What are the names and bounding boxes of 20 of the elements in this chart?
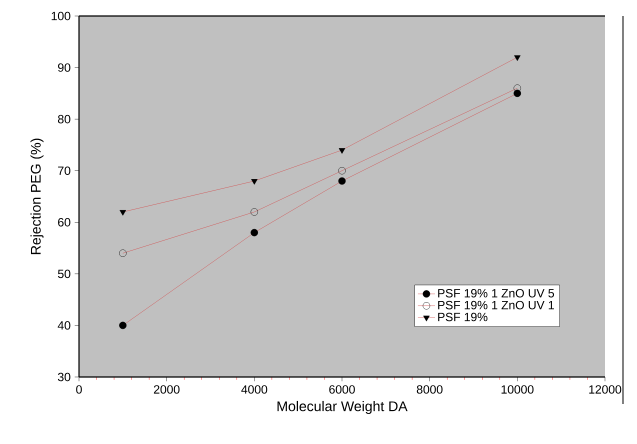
x-tick-label: 0 (76, 385, 82, 394)
x-tick-label: 12000 (589, 385, 622, 394)
x-tick-label: 6000 (329, 385, 355, 394)
legend-label: PSF 19% 1 ZnO UV 1 (438, 300, 554, 310)
x-axis-title: Molecular Weight DA (278, 400, 408, 414)
legend-label: PSF 19% 1 ZnO UV 5 (438, 288, 554, 298)
x-tick-label: 2000 (154, 385, 180, 394)
y-tick-label: 50 (58, 270, 70, 278)
y-tick-label: 100 (52, 12, 70, 20)
y-tick-label: 60 (58, 218, 70, 227)
legend-label: PSF 19% (438, 312, 488, 322)
y-tick-label: 70 (58, 166, 70, 175)
y-tick-label: 90 (58, 63, 70, 72)
x-tick-label: 4000 (241, 385, 268, 394)
y-tick-label: 80 (58, 114, 70, 124)
y-axis-title: Rejection PEG (%) (30, 138, 44, 254)
y-tick-label: 30 (58, 372, 70, 382)
x-tick-label: 10000 (502, 385, 534, 394)
x-tick-label: 8000 (416, 385, 443, 394)
y-tick-label: 40 (58, 321, 70, 330)
